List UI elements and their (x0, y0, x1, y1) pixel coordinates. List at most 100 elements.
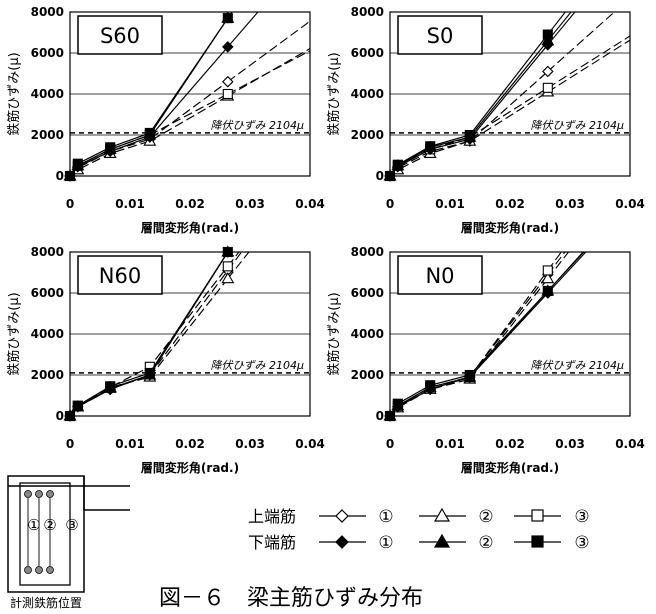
legend: 上端筋 下端筋 ① ② ③ ① ② ③ (248, 507, 590, 553)
series-extension-2 (227, 251, 250, 279)
data-point-square-solid (384, 410, 396, 422)
x-tick-label: 0.03 (235, 197, 265, 211)
yield-label: 降伏ひずみ 2104μ (211, 359, 305, 372)
data-point-square-open (542, 82, 553, 93)
legend-top-item-3: ③ (574, 507, 589, 527)
x-tick-label: 0.04 (615, 197, 645, 211)
x-tick-label: 0.03 (235, 437, 265, 451)
data-point-square-open (222, 88, 233, 100)
triangle-solid-marker (433, 533, 451, 548)
series-line-4 (389, 292, 549, 417)
section-label-2: ② (43, 516, 56, 534)
y-tick-label: 4000 (31, 87, 64, 101)
data-point-square-solid (222, 13, 233, 24)
chart-panel-s0: 0 2000 4000 6000 8000 0 0.01 0.02 0.03 0.04 層間変形角(… (326, 5, 645, 235)
y-tick-label: 6000 (351, 46, 384, 60)
legend-bottom-label: 下端筋 (248, 533, 296, 552)
data-point-diamond-open (222, 75, 234, 88)
y-tick-label: 2000 (351, 128, 384, 142)
x-tick-label: 0.01 (435, 197, 465, 211)
data-point-square-solid (464, 129, 475, 141)
y-tick-label: 2000 (351, 368, 384, 382)
legend-top-item-1: ① (378, 507, 393, 527)
x-tick-label: 0.01 (435, 437, 465, 451)
chart-title-box (397, 15, 483, 55)
y-tick-label: 8000 (351, 245, 384, 259)
data-point-square-solid (72, 400, 83, 411)
section-caption: 計測鉄筋位置 (10, 595, 82, 610)
x-tick-label: 0.03 (555, 197, 585, 211)
y-tick-label: 8000 (31, 5, 64, 19)
series-line-2 (389, 278, 549, 417)
chart-title: N0 (425, 264, 454, 288)
series-extension-1 (227, 20, 311, 83)
yield-label: 降伏ひずみ 2104μ (531, 359, 625, 372)
x-tick-label: 0.01 (115, 197, 145, 211)
chart-panel-n60: 0 2000 4000 6000 8000 0 0.01 0.02 0.03 0.04 層間変形角(… (6, 245, 325, 475)
chart-title: S0 (427, 24, 454, 48)
y-tick-label: 4000 (351, 87, 384, 101)
series-line-2 (69, 278, 229, 417)
x-tick-label: 0.02 (495, 197, 525, 211)
series-line-6 (389, 34, 549, 177)
rebar-bottom-2 (35, 566, 43, 574)
section-label-1: ① (27, 516, 40, 534)
x-tick-label: 0.01 (115, 437, 145, 451)
rebar-top-2 (35, 490, 43, 498)
data-point-square-solid (64, 410, 76, 422)
data-point-square-solid (542, 285, 553, 297)
series-extension-3 (227, 50, 311, 95)
data-point-square-open (542, 265, 553, 276)
y-tick-label: 6000 (31, 286, 64, 300)
series-line-1 (389, 71, 549, 177)
x-axis-label: 層間変形角(rad.) (141, 460, 239, 475)
x-tick-label: 0.02 (495, 437, 525, 451)
yield-label: 降伏ひずみ 2104μ (531, 119, 625, 132)
y-tick-label: 0 (376, 409, 384, 423)
rebar-top-3 (46, 490, 54, 498)
x-tick-label: 0.04 (295, 437, 325, 451)
x-tick-label: 0 (66, 197, 74, 211)
chart-title: N60 (99, 264, 141, 288)
data-point-square-solid (105, 142, 116, 153)
y-tick-label: 4000 (351, 327, 384, 341)
diamond-solid-marker (335, 535, 349, 549)
x-tick-label: 0 (386, 197, 394, 211)
y-tick-label: 2000 (31, 128, 64, 142)
data-point-triangle-open (541, 272, 555, 284)
x-axis-label: 層間変形角(rad.) (461, 220, 559, 235)
y-tick-label: 8000 (31, 245, 64, 259)
legend-top-label: 上端筋 (248, 507, 296, 526)
section-beam-box (19, 482, 71, 586)
yield-label: 降伏ひずみ 2104μ (211, 119, 305, 132)
series-line-4 (69, 46, 229, 177)
y-tick-label: 0 (56, 169, 64, 183)
data-point-square-open (222, 261, 233, 272)
series-extension-1 (547, 11, 615, 72)
legend-bottom-item-1: ① (378, 533, 393, 553)
series-extension-2 (547, 39, 631, 93)
chart-title-box (397, 255, 483, 295)
y-tick-label: 0 (376, 169, 384, 183)
y-axis-label: 鉄筋ひずみ(μ) (6, 292, 22, 375)
data-point-square-solid (392, 398, 403, 409)
data-point-triangle-solid (541, 34, 555, 46)
series-extension-4 (227, 11, 259, 48)
diamond-open-marker (335, 509, 349, 523)
rebar-bottom-1 (24, 566, 32, 574)
series-extension-3 (547, 35, 631, 89)
data-point-square-solid (384, 170, 396, 182)
x-tick-label: 0.02 (175, 197, 205, 211)
figure-caption: 図－６ 梁主筋ひずみ分布 (159, 586, 423, 611)
x-tick-label: 0 (66, 437, 74, 451)
chart-panel-s60: 0 2000 4000 6000 8000 0 0.01 0.02 0.03 0.04 層間変形角(… (6, 5, 325, 235)
y-axis-label: 鉄筋ひずみ(μ) (326, 52, 342, 135)
x-tick-label: 0.03 (555, 437, 585, 451)
y-tick-label: 8000 (351, 5, 384, 19)
y-tick-label: 2000 (31, 368, 64, 382)
y-tick-label: 6000 (31, 46, 64, 60)
y-axis-label: 鉄筋ひずみ(μ) (6, 52, 22, 135)
x-axis-label: 層間変形角(rad.) (461, 460, 559, 475)
square-solid-marker (531, 535, 544, 548)
